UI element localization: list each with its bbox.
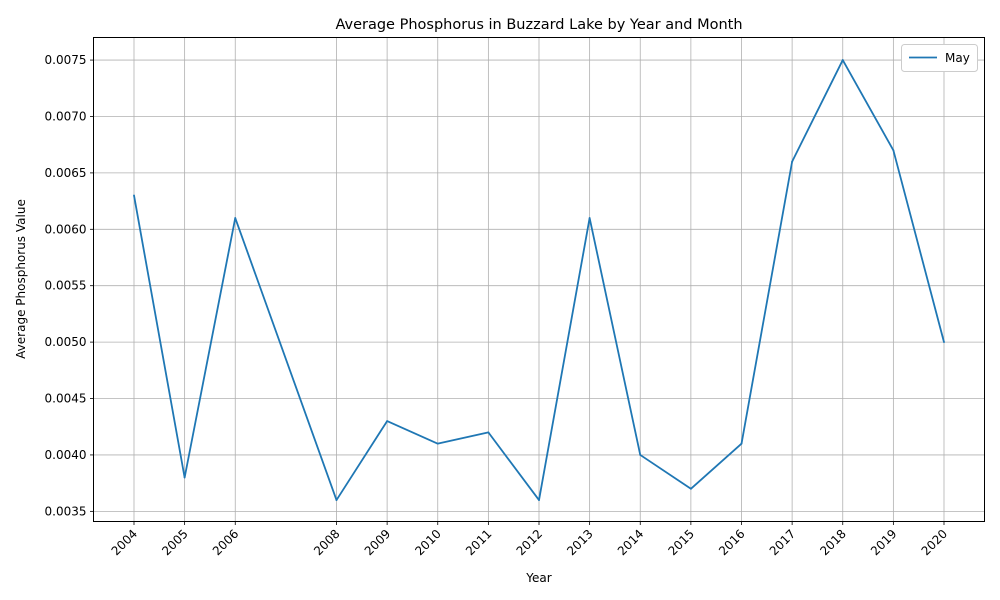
x-axis-label: Year [525,571,551,585]
data-point [740,442,743,445]
legend: May [901,44,978,72]
grid [93,37,985,522]
data-point [943,341,945,344]
legend-box [901,44,978,72]
data-point [234,217,237,219]
y-tick-label: 0.0045 [45,392,87,406]
y-tick-label: 0.0040 [45,448,87,462]
data-point [386,420,389,422]
y-tick-labels: 0.0035 0.0040 0.0045 0.0050 0.0055 0.0060 0.00… [45,53,87,518]
series-line-may [133,59,945,501]
data-point [133,194,135,197]
data-point [639,454,642,456]
legend-label: May [945,51,970,65]
data-point [892,149,895,152]
y-tick-label: 0.0065 [45,166,87,180]
data-point [436,442,439,445]
chart-title: Average Phosphorus in Buzzard Lake by Ye… [335,17,742,33]
y-tick-label: 0.0035 [45,504,87,518]
y-tick-label: 0.0050 [45,335,87,349]
data-point [689,487,692,490]
data-point [791,160,794,163]
y-tick-label: 0.0075 [45,53,87,67]
y-axis-label: Average Phosphorus Value [14,199,28,359]
data-point [335,499,338,501]
tick-marks [90,59,945,525]
data-point [487,431,490,434]
y-tick-label: 0.0060 [45,222,87,236]
data-point [538,499,540,501]
data-point [841,59,844,61]
y-tick-label: 0.0070 [45,109,87,123]
plot-frame [93,37,985,522]
y-tick-label: 0.0055 [45,279,87,293]
data-point [183,476,186,479]
series-group [133,59,945,501]
data-point [588,217,591,219]
